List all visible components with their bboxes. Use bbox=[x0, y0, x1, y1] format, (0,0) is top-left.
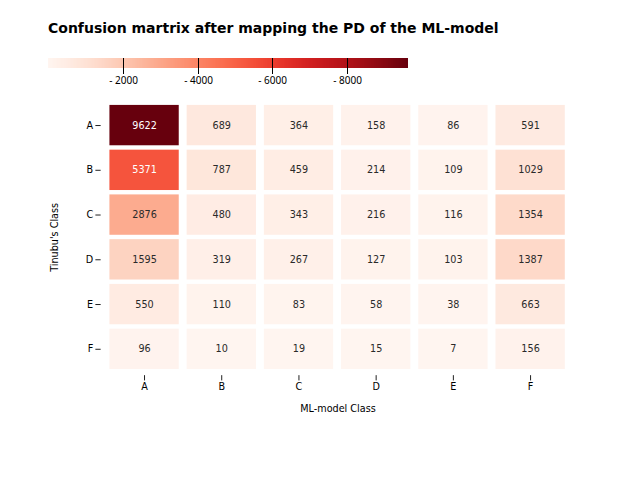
svg-text:E: E bbox=[450, 381, 456, 392]
svg-text:158: 158 bbox=[367, 120, 385, 131]
html-text:Confusion martrix after mappin: Confusion martrix after mapping the PD o… bbox=[48, 20, 499, 36]
svg-text:787: 787 bbox=[213, 164, 231, 175]
svg-text:459: 459 bbox=[290, 164, 308, 175]
svg-text:1595: 1595 bbox=[132, 254, 157, 265]
svg-text:B: B bbox=[218, 381, 225, 392]
svg-text:A: A bbox=[141, 381, 148, 392]
svg-text:C: C bbox=[296, 381, 303, 392]
svg-text:83: 83 bbox=[293, 299, 305, 310]
svg-text:F: F bbox=[528, 381, 534, 392]
svg-text:103: 103 bbox=[444, 254, 462, 265]
svg-text:58: 58 bbox=[370, 299, 382, 310]
svg-text:10: 10 bbox=[216, 343, 228, 354]
svg-text:550: 550 bbox=[135, 299, 153, 310]
svg-text:ML-model Class: ML-model Class bbox=[300, 403, 375, 414]
svg-text:364: 364 bbox=[290, 120, 308, 131]
svg-text:1387: 1387 bbox=[518, 254, 543, 265]
svg-text:B: B bbox=[87, 164, 94, 175]
svg-text:343: 343 bbox=[290, 209, 308, 220]
svg-text:216: 216 bbox=[367, 209, 385, 220]
svg-text:591: 591 bbox=[521, 120, 539, 131]
svg-text:7: 7 bbox=[450, 343, 456, 354]
svg-text:156: 156 bbox=[521, 343, 539, 354]
svg-text:- 6000: - 6000 bbox=[258, 73, 287, 87]
svg-text:38: 38 bbox=[447, 299, 459, 310]
svg-text:C: C bbox=[86, 209, 93, 220]
svg-text:15: 15 bbox=[370, 343, 382, 354]
svg-text:1354: 1354 bbox=[518, 209, 543, 220]
svg-text:267: 267 bbox=[290, 254, 308, 265]
svg-text:E: E bbox=[87, 299, 93, 310]
svg-text:109: 109 bbox=[444, 164, 462, 175]
svg-text:110: 110 bbox=[213, 299, 231, 310]
svg-text:663: 663 bbox=[521, 299, 539, 310]
svg-text:319: 319 bbox=[213, 254, 231, 265]
svg-text:689: 689 bbox=[213, 120, 231, 131]
svg-text:A: A bbox=[87, 120, 94, 131]
svg-text:1029: 1029 bbox=[518, 164, 543, 175]
svg-text:19: 19 bbox=[293, 343, 305, 354]
svg-text:Tinubu's Class: Tinubu's Class bbox=[49, 203, 60, 273]
svg-text:214: 214 bbox=[367, 164, 385, 175]
svg-text:480: 480 bbox=[213, 209, 231, 220]
svg-text:F: F bbox=[88, 343, 94, 354]
svg-text:- 4000: - 4000 bbox=[184, 73, 213, 87]
svg-text:127: 127 bbox=[367, 254, 385, 265]
svg-text:86: 86 bbox=[447, 120, 459, 131]
svg-text:2876: 2876 bbox=[132, 209, 157, 220]
svg-text:116: 116 bbox=[444, 209, 462, 220]
svg-text:D: D bbox=[372, 381, 379, 392]
svg-text:9622: 9622 bbox=[132, 120, 157, 131]
svg-text:96: 96 bbox=[138, 343, 150, 354]
svg-text:- 8000: - 8000 bbox=[333, 73, 362, 87]
svg-text:- 2000: - 2000 bbox=[109, 73, 138, 87]
svg-text:5371: 5371 bbox=[132, 164, 157, 175]
svg-text:D: D bbox=[86, 254, 93, 265]
